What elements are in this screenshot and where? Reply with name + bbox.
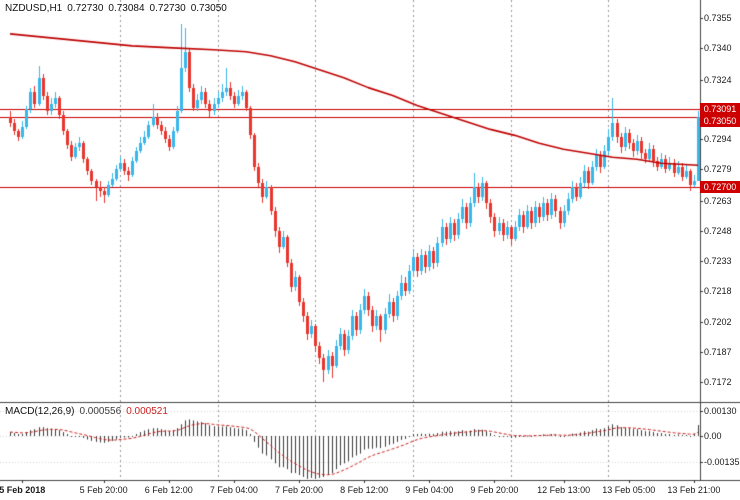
high-value: 0.73084 [108,3,145,14]
open-value: 0.72730 [67,3,104,14]
low-value: 0.72730 [149,3,186,14]
price-line-badge[interactable]: 0.73091 [700,103,740,116]
macd-indicator-label: MACD(12,26,9) [5,406,75,417]
ohlc-header: NZDUSD,H1 0.72730 0.73084 0.72730 0.73050 [5,3,232,14]
price-line-badge[interactable]: 0.73050 [700,115,740,128]
symbol-period-label: NZDUSD,H1 [5,3,63,14]
macd-indicator-header: MACD(12,26,9) 0.000556 0.000521 [5,406,173,417]
price-line-badge[interactable]: 0.72700 [700,181,740,194]
close-value: 0.73050 [190,3,227,14]
macd-main-value: 0.000556 [79,406,122,417]
macd-signal-value: 0.000521 [126,406,168,417]
